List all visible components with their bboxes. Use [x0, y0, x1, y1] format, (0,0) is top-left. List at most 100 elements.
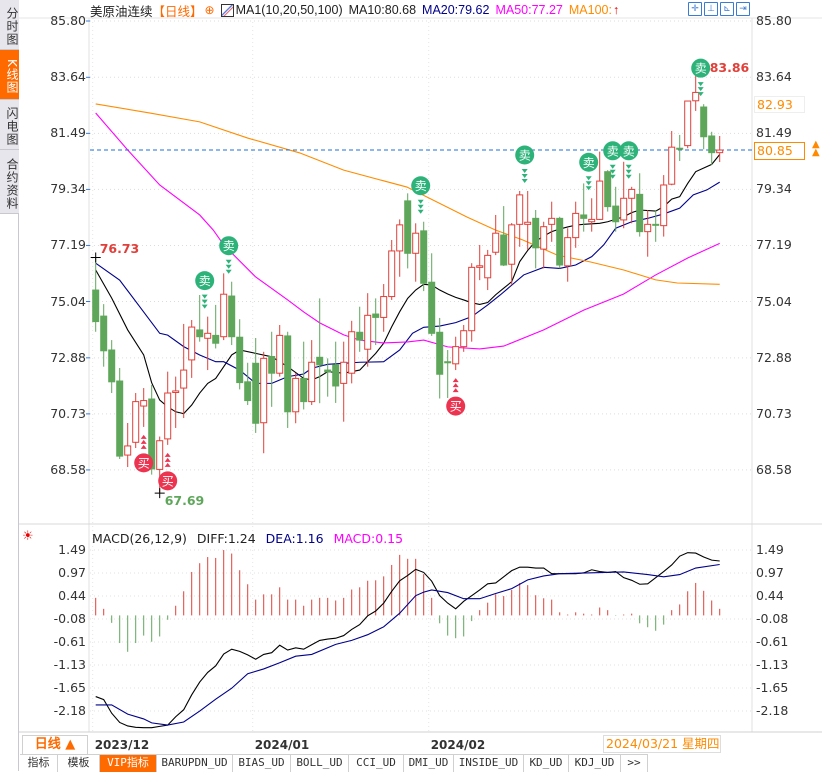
indicator-tab-bias-ud[interactable]: BIAS_UD — [233, 755, 291, 772]
ma20-value: MA20:79.62 — [422, 3, 490, 17]
macd-axis-label-left: -1.65 — [53, 680, 86, 695]
candle — [188, 320, 196, 378]
sell-signal: 卖 — [219, 236, 239, 274]
candle — [604, 170, 612, 212]
plus-circle-icon[interactable]: ⊕ — [204, 3, 215, 17]
candle-body — [412, 232, 420, 254]
crosshair-icon[interactable]: ✛ — [688, 2, 702, 16]
down-arrow-icon — [225, 264, 232, 269]
candle-body — [244, 381, 252, 402]
side-tab-0[interactable]: 分时图 — [0, 0, 19, 50]
side-tab-3[interactable]: 合约资料 — [0, 150, 19, 214]
candle-body — [372, 313, 380, 318]
candle — [676, 134, 684, 161]
macd-legend: MACD(26,12,9) DIFF:1.24 DEA:1.16 MACD:0.… — [92, 531, 409, 546]
indicator-tab-cci-ud[interactable]: CCI_UD — [349, 755, 404, 772]
candle — [412, 223, 420, 282]
ma50-value: MA50:77.27 — [495, 3, 563, 17]
candle — [532, 210, 540, 269]
indicator-tab-inside-ud[interactable]: INSIDE_UD — [454, 755, 524, 772]
candle — [92, 257, 100, 332]
candle — [220, 273, 228, 341]
price-alert-icon[interactable]: ▲ ▲ — [812, 139, 820, 158]
candle — [180, 323, 188, 419]
candle-body — [324, 369, 332, 373]
candle-body — [292, 377, 300, 413]
side-tab-2[interactable]: 闪电图 — [0, 100, 19, 150]
ma-set-label[interactable]: MA1(10,20,50,100) — [235, 3, 343, 17]
candle — [652, 210, 660, 242]
candle-body — [348, 331, 356, 374]
period-button[interactable]: 日线 ▲ — [22, 735, 88, 755]
candle-body — [172, 390, 180, 393]
indicator-tab-vip-[interactable]: VIP指标 — [100, 755, 157, 772]
candle — [460, 324, 468, 352]
period-label[interactable]: 【日线】 — [152, 4, 203, 19]
candle-body — [204, 332, 212, 339]
zoom-out-icon[interactable]: ⊾ — [720, 2, 734, 16]
indicator-tab-kd-ud[interactable]: KD_UD — [524, 755, 569, 772]
down-arrow-icon — [417, 199, 424, 204]
sell-label: 卖 — [623, 144, 635, 158]
candle — [612, 186, 620, 232]
candle — [100, 304, 108, 367]
candle-body — [508, 224, 516, 265]
candle-body — [716, 149, 724, 154]
date-axis-label: 2024/01 — [254, 738, 310, 752]
indicator-tab--[interactable]: >> — [621, 755, 648, 772]
diff-line — [95, 552, 720, 729]
indicator-tab-boll-ud[interactable]: BOLL_UD — [291, 755, 349, 772]
candle-body — [444, 361, 452, 364]
candle — [708, 131, 716, 165]
red-up-arrow-icon[interactable]: ↑ — [612, 3, 620, 17]
indicator-tab-barupdn-ud[interactable]: BARUPDN_UD — [157, 755, 233, 772]
candle — [236, 319, 244, 390]
move-right-icon[interactable]: ⇥ — [736, 2, 750, 16]
candle-body — [188, 326, 196, 361]
indicator-tab--[interactable]: 指标 — [20, 755, 58, 772]
candle-body — [692, 91, 700, 102]
candle-body — [452, 346, 460, 365]
side-tab-1[interactable]: K线图 — [0, 50, 19, 100]
candle-body — [356, 331, 364, 341]
candle-body — [436, 331, 444, 375]
macd-axis-label-left: 0.44 — [58, 588, 86, 603]
candle-body — [644, 223, 652, 233]
candle-body — [124, 445, 132, 456]
candle-body — [700, 106, 708, 138]
candle-body — [548, 217, 556, 225]
up-arrow-icon — [452, 388, 459, 393]
candle-body — [588, 218, 596, 223]
candle-body — [252, 362, 260, 424]
candle — [204, 316, 212, 371]
indicator-settings-icon[interactable]: ☀ — [22, 529, 34, 544]
candle — [476, 244, 484, 281]
candle — [516, 190, 524, 247]
candle-body — [516, 194, 524, 225]
sell-signal: 卖 — [411, 176, 431, 214]
candle — [388, 239, 396, 300]
candle-body — [92, 289, 100, 323]
candle — [300, 341, 308, 410]
macd-axis-label-right: 0.97 — [756, 565, 784, 580]
candle — [324, 358, 332, 397]
sell-signal: 卖 — [515, 145, 535, 183]
indicator-tab-kdj-ud[interactable]: KDJ_UD — [569, 755, 621, 772]
macd-axis-label-right: -1.65 — [756, 680, 789, 695]
date-axis-label: 2024/02 — [430, 738, 486, 752]
candle — [212, 304, 220, 349]
sell-signal: 卖 — [579, 152, 599, 191]
down-arrow-icon — [585, 186, 592, 191]
candle-body — [652, 223, 660, 226]
macd-axis-label-right: -0.61 — [756, 634, 789, 649]
zoom-in-icon[interactable]: ⊥ — [704, 2, 718, 16]
sell-signal: 卖 — [195, 271, 215, 309]
price-axis-label-left: 72.88 — [50, 349, 86, 365]
buy-signal: 买 — [134, 434, 154, 473]
indicator-tab--[interactable]: 模板 — [58, 755, 100, 772]
candle-body — [364, 314, 372, 350]
price-axis-label-left: 77.19 — [50, 237, 86, 253]
indicator-tab-dmi-ud[interactable]: DMI_UD — [404, 755, 454, 772]
ma-chart-icon[interactable] — [220, 3, 234, 17]
